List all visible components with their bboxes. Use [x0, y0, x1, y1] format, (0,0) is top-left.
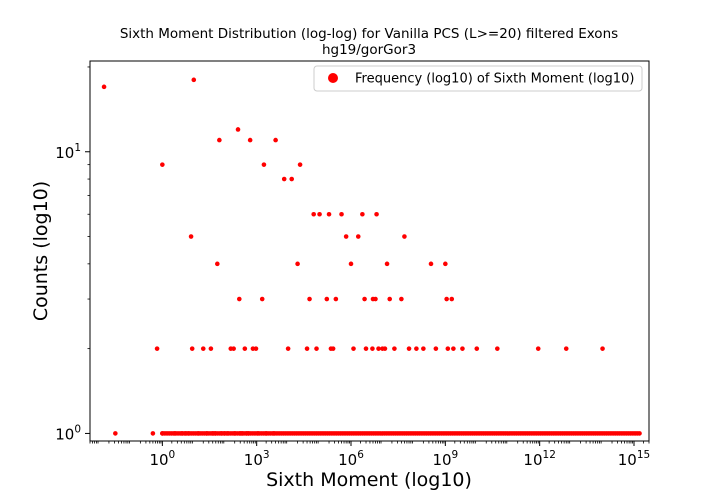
data-point — [307, 296, 312, 302]
data-point — [387, 296, 393, 302]
data-point — [449, 296, 455, 302]
legend: Frequency (log10) of Sixth Moment (log10… — [313, 65, 643, 92]
data-point — [311, 211, 316, 217]
x-axis-label: Sixth Moment (log10) — [266, 469, 472, 491]
data-point — [231, 346, 236, 351]
data-point — [392, 346, 397, 351]
data-point — [304, 346, 310, 351]
data-point — [242, 346, 248, 351]
data-point — [406, 346, 412, 351]
data-point — [261, 162, 267, 167]
x-tick-label: 100 — [149, 449, 175, 469]
data-point — [444, 296, 449, 302]
legend-label: Frequency (log10) of Sixth Moment (log10… — [355, 72, 634, 87]
data-point — [317, 211, 322, 217]
data-point — [154, 346, 160, 351]
data-point — [563, 346, 569, 351]
data-point — [384, 261, 390, 267]
data-point — [237, 296, 242, 302]
legend-marker — [328, 73, 338, 83]
data-point — [600, 346, 605, 351]
data-point — [150, 431, 156, 436]
data-point — [208, 346, 214, 351]
x-tick-label: 109 — [432, 449, 458, 469]
data-point — [160, 162, 165, 167]
chart-subtitle: hg19/gorGor3 — [322, 42, 416, 58]
data-point — [443, 261, 448, 267]
data-point — [360, 211, 365, 217]
data-point — [101, 84, 107, 90]
ticks-layer: 100 103 106 109 1012 1015 100 101 — [55, 66, 650, 469]
data-point — [376, 346, 381, 351]
data-point — [433, 346, 439, 351]
data-point — [188, 234, 194, 239]
y-tick-label: 100 — [55, 423, 81, 443]
data-point — [297, 162, 303, 167]
data-point — [281, 176, 287, 182]
data-point — [474, 346, 480, 351]
data-point — [362, 296, 367, 302]
data-point — [113, 431, 118, 436]
data-point — [285, 346, 291, 351]
data-point — [235, 127, 241, 132]
data-point — [253, 346, 259, 351]
data-point — [535, 346, 541, 351]
data-point — [273, 137, 278, 143]
data-point — [445, 346, 451, 351]
data-point — [191, 77, 197, 83]
chart-title: Sixth Moment Distribution (log-log) for … — [120, 26, 618, 42]
data-point — [402, 234, 407, 239]
data-point — [339, 211, 344, 217]
x-tick-label: 106 — [338, 449, 364, 469]
data-point — [259, 296, 265, 302]
data-point — [460, 346, 465, 351]
data-point — [355, 234, 361, 239]
data-point — [451, 346, 456, 351]
y-tick-label: 101 — [55, 142, 81, 162]
data-point — [289, 176, 295, 182]
data-point — [399, 296, 404, 302]
data-point — [374, 211, 379, 217]
data-point — [215, 261, 220, 267]
data-point — [348, 261, 354, 267]
data-point — [637, 431, 642, 436]
y-axis-label: Counts (log10) — [30, 181, 52, 321]
data-point — [189, 346, 195, 351]
data-point — [314, 346, 319, 351]
data-point — [324, 296, 330, 302]
data-point — [343, 234, 349, 239]
data-point — [373, 296, 378, 302]
data-point — [330, 346, 336, 351]
data-point — [363, 346, 369, 351]
data-point — [247, 137, 253, 143]
data-point — [414, 346, 419, 351]
data-point — [326, 211, 332, 217]
data-point — [200, 346, 206, 351]
plot-frame — [89, 60, 650, 442]
x-tick-label: 1012 — [523, 449, 555, 469]
x-tick-label: 1015 — [618, 449, 650, 469]
data-point — [351, 346, 356, 351]
data-point — [370, 346, 375, 351]
data-point — [295, 261, 300, 267]
data-point — [428, 261, 434, 267]
data-point — [495, 346, 500, 351]
data-point — [382, 346, 388, 351]
x-tick-label: 103 — [244, 449, 270, 469]
points-layer — [101, 77, 642, 436]
data-point — [421, 346, 426, 351]
legend-box — [313, 65, 643, 92]
data-point — [333, 296, 339, 302]
data-point — [217, 137, 222, 143]
